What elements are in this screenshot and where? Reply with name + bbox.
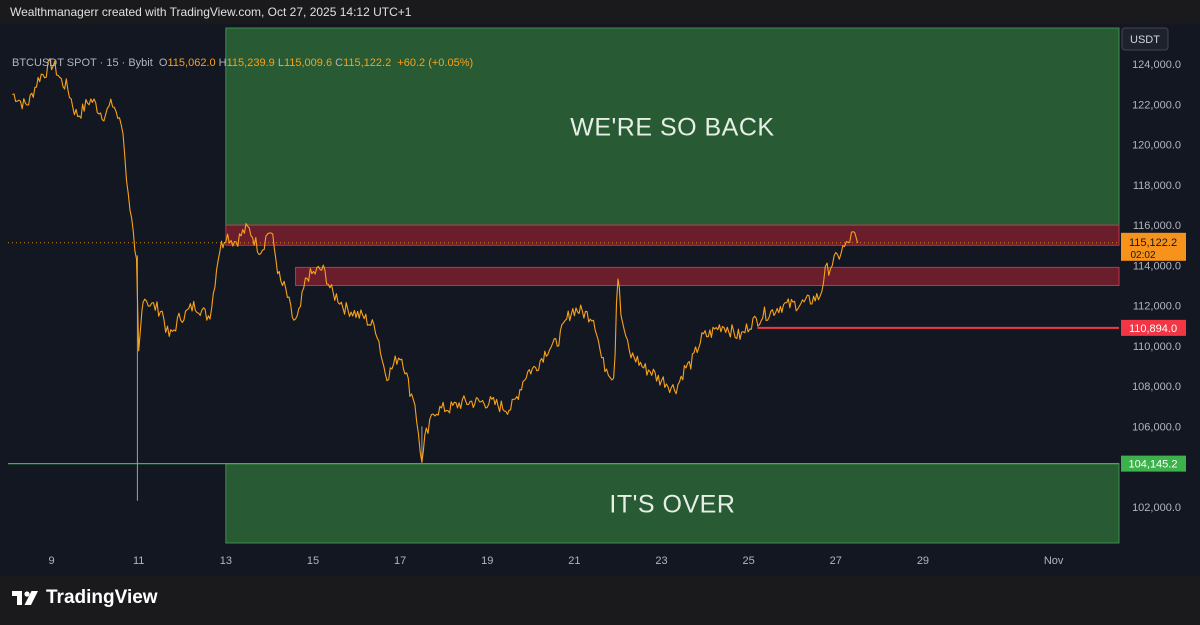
zone-label-green-upper: WE'RE SO BACK [570, 114, 774, 142]
symbol-label: BTCUSDT SPOT · 15 · Bybit [12, 57, 153, 69]
level-110894-axis-bg [1121, 319, 1186, 336]
chart-area[interactable]: WE'RE SO BACK IT'S OVER 110,894.0 104,145.… [0, 24, 1200, 576]
zone-label-green-lower: IT'S OVER [609, 490, 735, 518]
low-label: L [277, 57, 284, 69]
y-tick-label-0: 124,000.0 [1132, 59, 1181, 71]
level-104145-axis-bg [1121, 455, 1186, 472]
x-tick-label-2: 13 [220, 555, 232, 567]
y-tick-label-1: 122,000.0 [1132, 99, 1181, 111]
currency-badge [1121, 27, 1169, 51]
price-chart[interactable]: WE'RE SO BACK IT'S OVER 110,894.0 104,145.… [0, 24, 1200, 576]
last-price-axis-label: 115,122.2 [1129, 237, 1177, 249]
x-tick-label-7: 23 [655, 555, 667, 567]
change-value: +60.2 (+0.05%) [397, 57, 474, 69]
close-value: 115,122.2 [343, 57, 392, 69]
close-label: C [335, 57, 344, 69]
y-tick-label-8: 108,000.0 [1132, 381, 1181, 393]
high-value: 115,239.9 [226, 57, 275, 69]
zone-green-upper [225, 27, 1120, 226]
tradingview-logo-icon [12, 591, 38, 605]
footer-brand: TradingView [10, 587, 158, 609]
ohlc-legend: BTCUSDT SPOT · 15 · Bybit O115,062.0 H11… [12, 57, 473, 69]
open-label: O [158, 57, 168, 69]
y-tick-label-10: 102,000.0 [1132, 502, 1181, 514]
price-series-line [12, 58, 859, 463]
x-tick-label-10: 29 [917, 555, 929, 567]
y-tick-label-3: 118,000.0 [1133, 180, 1181, 192]
x-tick-label-4: 17 [394, 555, 406, 567]
level-110894-axis-label: 110,894.0 [1129, 323, 1177, 335]
zone-green-lower [225, 463, 1120, 544]
low-value: 115,009.6 [283, 57, 333, 69]
y-tick-label-5: 114,000.0 [1133, 260, 1181, 272]
open-value: 115,062.0 [167, 57, 216, 69]
x-tick-label-8: 25 [743, 555, 755, 567]
header-credit: Wealthmanagerr created with TradingView.… [10, 5, 412, 19]
x-tick-label-9: 27 [830, 555, 842, 567]
y-tick-label-9: 106,000.0 [1132, 421, 1181, 433]
x-tick-label-5: 19 [481, 555, 493, 567]
currency-label: USDT [1130, 34, 1160, 46]
y-tick-label-4: 116,000.0 [1133, 220, 1181, 232]
last-price-timer: 02:02 [1130, 250, 1155, 261]
x-tick-label-1: 11 [133, 555, 144, 567]
brand-name: TradingView [46, 587, 158, 608]
x-tick-label-11: Nov [1044, 555, 1064, 567]
last-price-axis-bg [1121, 232, 1186, 261]
x-tick-label-3: 15 [307, 555, 319, 567]
x-tick-label-6: 21 [568, 555, 580, 567]
y-tick-label-7: 110,000.0 [1133, 341, 1181, 353]
x-tick-label-0: 9 [49, 555, 55, 567]
high-label: H [218, 57, 227, 69]
zone-red-upper [225, 224, 1120, 246]
y-tick-label-2: 120,000.0 [1132, 140, 1181, 152]
level-104145-axis-label: 104,145.2 [1129, 459, 1178, 471]
y-tick-label-6: 112,000.0 [1133, 301, 1181, 313]
zone-red-lower [295, 266, 1120, 286]
